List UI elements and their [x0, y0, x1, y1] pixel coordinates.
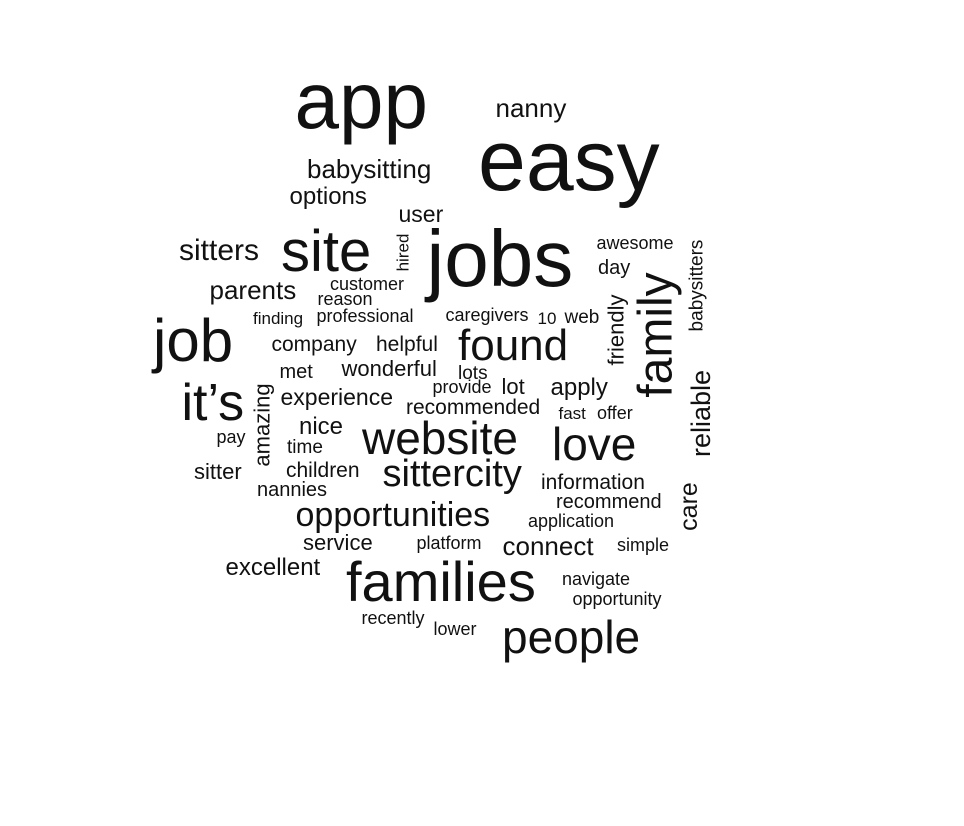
word-site: site [281, 219, 372, 284]
word-company: company [271, 332, 357, 356]
word-job: job [153, 307, 234, 374]
word-provide: provide [432, 377, 492, 397]
word-jobs: jobs [426, 214, 574, 303]
word-finding: finding [253, 308, 304, 328]
word-sitter: sitter [194, 459, 242, 484]
word-family: family [629, 272, 683, 398]
word-opportunity: opportunity [572, 589, 662, 609]
word-easy: easy [478, 113, 660, 209]
word-sitters: sitters [179, 234, 260, 267]
word-friendly: friendly [602, 294, 628, 366]
word-met: met [279, 361, 313, 383]
word-service: service [303, 530, 373, 555]
word-parents: parents [209, 275, 297, 305]
word-customer: customer [330, 274, 405, 294]
word-found: found [458, 321, 569, 370]
word-application: application [528, 511, 615, 531]
word-wonderful: wonderful [341, 356, 437, 381]
word-nannies: nannies [257, 479, 328, 501]
word-helpful: helpful [376, 332, 438, 356]
word-recently: recently [361, 608, 425, 628]
word-reliable: reliable [685, 369, 716, 457]
word-website: website [362, 412, 518, 464]
word-experience: experience [280, 383, 394, 410]
word-navigate: navigate [562, 569, 631, 589]
word-fast: fast [558, 403, 586, 423]
word-recommended: recommended [406, 395, 541, 419]
word-care: care [674, 481, 703, 531]
word-offer: offer [597, 403, 633, 423]
word-love: love [552, 418, 637, 470]
word-apply: apply [550, 374, 608, 401]
word-sittercity: sittercity [382, 453, 522, 495]
word-reason: reason [317, 289, 373, 309]
word-hired: hired [393, 233, 413, 271]
word-app: app [294, 56, 428, 145]
word-pay: pay [216, 427, 246, 447]
word-families: families [346, 550, 536, 613]
word-lots: lots [458, 362, 488, 384]
word-simple: simple [617, 535, 670, 555]
word-day: day [598, 257, 631, 279]
word-it-s: it’s [181, 374, 245, 432]
word-10: 10 [537, 308, 557, 328]
word-information: information [541, 470, 645, 494]
word-children: children [286, 458, 360, 482]
word-platform: platform [416, 533, 482, 553]
word-opportunities: opportunities [295, 496, 491, 534]
word-caregivers: caregivers [445, 305, 529, 325]
word-connect: connect [502, 531, 594, 561]
word-lower: lower [433, 619, 477, 639]
word-professional: professional [316, 306, 414, 326]
word-web: web [564, 306, 600, 328]
word-people: people [502, 611, 641, 663]
word-options: options [289, 183, 367, 210]
word-excellent: excellent [225, 554, 321, 581]
word-amazing: amazing [249, 383, 275, 467]
word-nice: nice [299, 413, 344, 440]
word-babysitting: babysitting [307, 154, 432, 184]
word-user: user [398, 200, 444, 227]
word-awesome: awesome [596, 233, 674, 253]
word-babysitters: babysitters [686, 239, 708, 331]
word-nanny: nanny [495, 93, 567, 123]
word-time: time [287, 436, 323, 458]
word-lot: lot [501, 374, 525, 399]
word-recommend: recommend [556, 491, 662, 513]
